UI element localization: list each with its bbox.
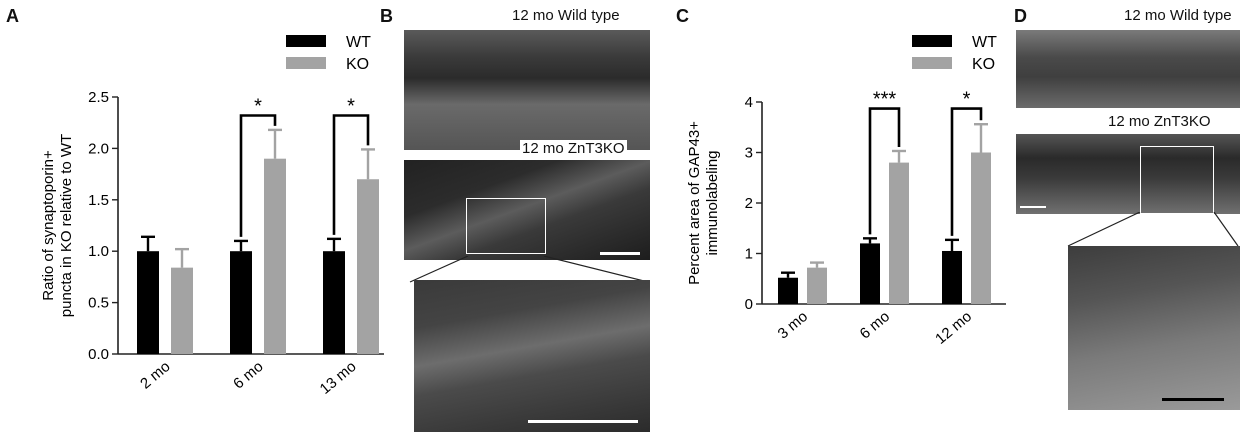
scale-bar-d-small (1020, 206, 1046, 208)
y-tick-label: 0.5 (88, 295, 109, 312)
y-axis-label: Ratio of synaptoporin+ puncta in KO relat… (40, 134, 75, 317)
bar-ko-1 (264, 158, 286, 354)
zoom-box-d (1140, 146, 1214, 214)
y-tick-label: 1 (745, 246, 753, 263)
legend-swatch-wt (286, 35, 326, 47)
x-tick-label: 6 mo (230, 358, 266, 392)
bar-wt-0 (778, 277, 798, 304)
micrograph-b-bottom-label: 12 mo ZnT3KO (520, 140, 627, 157)
y-tick-label: 4 (745, 94, 753, 111)
y-tick-label: 2 (745, 195, 753, 212)
micrograph-d-top-label: 12 mo Wild type (1124, 7, 1232, 24)
x-tick-label: 12 mo (932, 308, 975, 348)
y-tick-label: 3 (745, 145, 753, 162)
bar-ko-0 (807, 267, 827, 304)
y-axis-label-line2: immunolabeling (704, 150, 721, 255)
micrograph-d-zoom (1068, 246, 1240, 410)
chart-c: 0 1 2 3 4 Percent area of GAP43+ immunolabelin… (686, 34, 1006, 348)
micrograph-b-wildtype (404, 30, 650, 150)
micrograph-d-wildtype (1016, 30, 1240, 108)
legend-swatch-wt (912, 35, 952, 47)
significance-bracket (950, 107, 983, 236)
micrograph-b-znt3ko (404, 160, 650, 260)
y-axis-label-line1: Ratio of synaptoporin+ (40, 150, 57, 301)
significance-label: * (254, 96, 262, 118)
micrograph-b-zoom (414, 280, 650, 432)
scale-bar-b-large (528, 420, 638, 423)
bar-wt-0 (137, 251, 159, 354)
x-tick-label: 13 mo (317, 358, 360, 398)
chart-a: 0.0 0.5 1.0 1.5 2.0 2.5 Ratio of synaptoporin+… (40, 34, 384, 398)
bar-ko-2 (357, 179, 379, 354)
zoom-box-b (466, 198, 546, 254)
legend-label-wt: WT (972, 34, 997, 51)
zoom-lines-b (409, 256, 649, 283)
significance-label: *** (873, 89, 897, 111)
micrograph-d-bottom-label: 12 mo ZnT3KO (1108, 113, 1211, 130)
bar-wt-2 (942, 250, 962, 304)
y-tick-label: 2.5 (88, 89, 109, 106)
bar-ko-0 (171, 267, 193, 354)
y-tick-label: 1.5 (88, 192, 109, 209)
y-axis-label: Percent area of GAP43+ immunolabeling (686, 121, 721, 285)
scale-bar-d-large (1162, 398, 1224, 401)
x-tick-label: 2 mo (137, 358, 173, 392)
zoom-lines-d (1067, 212, 1239, 247)
panel-letter-b: B (380, 6, 393, 26)
panel-letter-d: D (1014, 6, 1027, 26)
bar-wt-1 (230, 251, 252, 354)
micrograph-b-top-label: 12 mo Wild type (512, 7, 620, 24)
y-tick-label: 0 (745, 296, 753, 313)
x-tick-label: 6 mo (857, 308, 893, 342)
bar-ko-1 (889, 162, 909, 304)
significance-label: * (347, 96, 355, 118)
y-axis-label-line1: Percent area of GAP43+ (686, 121, 703, 285)
y-tick-label: 0.0 (88, 346, 109, 363)
legend-label-ko: KO (972, 56, 995, 73)
y-tick-label: 1.0 (88, 243, 109, 260)
legend-swatch-ko (912, 57, 952, 69)
significance-bracket (239, 114, 277, 237)
y-axis-label-line2: puncta in KO relative to WT (58, 134, 75, 317)
panel-letter-c: C (676, 6, 689, 26)
bar-wt-2 (323, 251, 345, 354)
micrograph-d-znt3ko (1016, 134, 1240, 214)
legend-swatch-ko (286, 57, 326, 69)
significance-label: * (963, 89, 971, 111)
significance-bracket (332, 114, 370, 235)
legend-label-ko: KO (346, 56, 369, 73)
bar-ko-2 (971, 152, 991, 304)
x-tick-label: 3 mo (775, 308, 811, 342)
y-tick-label: 2.0 (88, 140, 109, 157)
legend-label-wt: WT (346, 34, 371, 51)
bar-wt-1 (860, 243, 880, 304)
scale-bar-b-small (600, 252, 640, 255)
significance-bracket (868, 107, 901, 235)
panel-letter-a: A (6, 6, 19, 26)
